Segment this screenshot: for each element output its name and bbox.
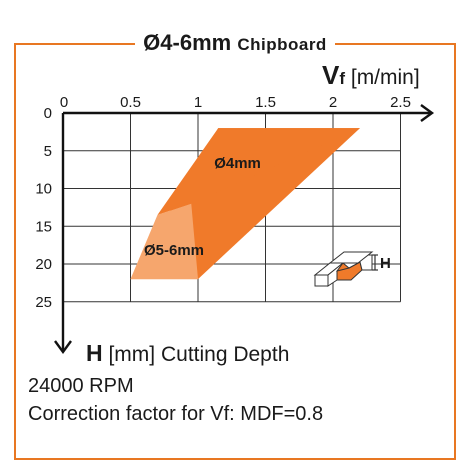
y-tick-label: 5	[44, 143, 52, 160]
y-tick-label: 25	[35, 294, 52, 311]
x-tick-label: 0	[60, 94, 68, 111]
correction-note: Correction factor for Vf: MDF=0.8	[28, 403, 324, 425]
region-4mm	[157, 128, 360, 215]
ticks: 0 0.5 1 1.5 2 2.5 0 5 10 15 20 25	[35, 94, 411, 311]
region-5-6mm	[130, 203, 198, 280]
x-tick-label: 2	[329, 94, 337, 111]
x-tick-label: 1.5	[255, 94, 276, 111]
rpm-note: 24000 RPM	[28, 375, 134, 397]
y-axis-arrow	[54, 340, 72, 355]
x-tick-label: 2.5	[390, 94, 411, 111]
x-tick-label: 1	[194, 94, 202, 111]
y-axis-description: Cutting Depth	[160, 343, 290, 366]
title-sub: Chipboard	[237, 35, 327, 54]
region-labels: Ø4mm Ø5-6mm	[144, 155, 261, 259]
x-axis-label: Vf [m/min]	[322, 62, 420, 92]
title-main: Ø4-6mm	[143, 30, 232, 55]
y-tick-label: 20	[35, 256, 52, 273]
icon-label: H	[380, 255, 391, 272]
x-axis-unit: [m/min]	[350, 66, 420, 89]
region-label-4mm: Ø4mm	[214, 155, 261, 172]
y-axis-symbol: H	[86, 340, 103, 366]
region-label-5-6mm: Ø5-6mm	[144, 242, 204, 259]
chart-title: Ø4-6mm Chipboard	[135, 30, 335, 58]
regions	[130, 128, 360, 280]
axes	[54, 104, 435, 355]
router-bit-groove-icon: H	[313, 251, 391, 287]
y-tick-label: 0	[44, 105, 52, 122]
x-axis-subscript: f	[339, 69, 346, 88]
x-axis-arrow	[420, 104, 435, 122]
y-axis-unit: [mm]	[108, 343, 156, 366]
x-tick-label: 0.5	[120, 94, 141, 111]
x-axis-symbol: V	[322, 60, 340, 90]
title-container: Ø4-6mm Chipboard	[0, 30, 470, 58]
y-tick-label: 10	[35, 181, 52, 198]
y-tick-label: 15	[35, 218, 52, 235]
y-axis-label: H [mm] Cutting Depth	[86, 340, 289, 368]
